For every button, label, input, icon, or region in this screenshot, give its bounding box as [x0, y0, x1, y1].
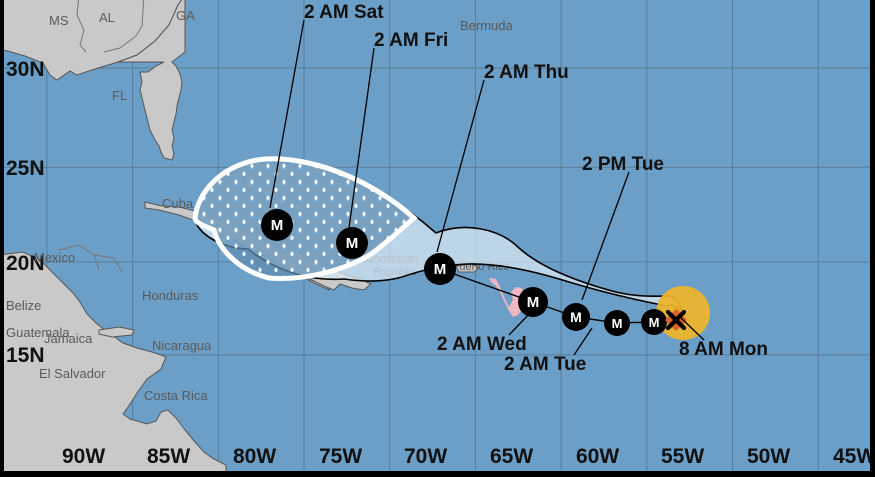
svg-text:2 AM Fri: 2 AM Fri	[374, 30, 448, 51]
svg-text:MS: MS	[49, 13, 69, 28]
svg-text:8 AM Mon: 8 AM Mon	[679, 339, 768, 360]
svg-text:AL: AL	[99, 10, 115, 25]
svg-text:85W: 85W	[147, 445, 190, 468]
svg-text:2 PM Tue: 2 PM Tue	[582, 154, 664, 175]
svg-text:M: M	[527, 294, 540, 311]
svg-text:30N: 30N	[6, 58, 45, 81]
svg-text:2 AM Wed: 2 AM Wed	[437, 334, 527, 355]
svg-text:M: M	[271, 217, 284, 234]
svg-text:M: M	[570, 309, 582, 325]
svg-text:2 AM Sat: 2 AM Sat	[304, 2, 384, 23]
svg-text:80W: 80W	[233, 445, 276, 468]
svg-text:60W: 60W	[576, 445, 619, 468]
svg-text:Cuba: Cuba	[162, 196, 194, 211]
svg-text:25N: 25N	[6, 157, 45, 180]
svg-text:65W: 65W	[490, 445, 533, 468]
svg-text:75W: 75W	[319, 445, 362, 468]
svg-text:55W: 55W	[661, 445, 704, 468]
svg-text:90W: 90W	[62, 445, 105, 468]
svg-text:Jamaica: Jamaica	[44, 331, 93, 346]
svg-text:FL: FL	[112, 88, 127, 103]
svg-text:15N: 15N	[6, 344, 45, 367]
svg-text:Bermuda: Bermuda	[460, 18, 514, 33]
svg-text:M: M	[434, 261, 447, 278]
svg-text:M: M	[346, 235, 359, 252]
svg-text:45W: 45W	[833, 445, 875, 468]
svg-text:50W: 50W	[747, 445, 790, 468]
svg-text:El Salvador: El Salvador	[39, 366, 106, 381]
svg-text:Costa Rica: Costa Rica	[144, 388, 208, 403]
svg-text:Honduras: Honduras	[142, 288, 199, 303]
svg-text:Mexico: Mexico	[34, 250, 75, 265]
svg-text:Nicaragua: Nicaragua	[152, 338, 212, 353]
svg-text:M: M	[649, 315, 660, 330]
svg-text:M: M	[612, 316, 623, 331]
svg-text:2 AM Thu: 2 AM Thu	[484, 62, 569, 83]
svg-text:2 AM Tue: 2 AM Tue	[504, 354, 586, 375]
svg-text:70W: 70W	[404, 445, 447, 468]
svg-text:GA: GA	[176, 8, 195, 23]
svg-text:Belize: Belize	[6, 298, 41, 313]
